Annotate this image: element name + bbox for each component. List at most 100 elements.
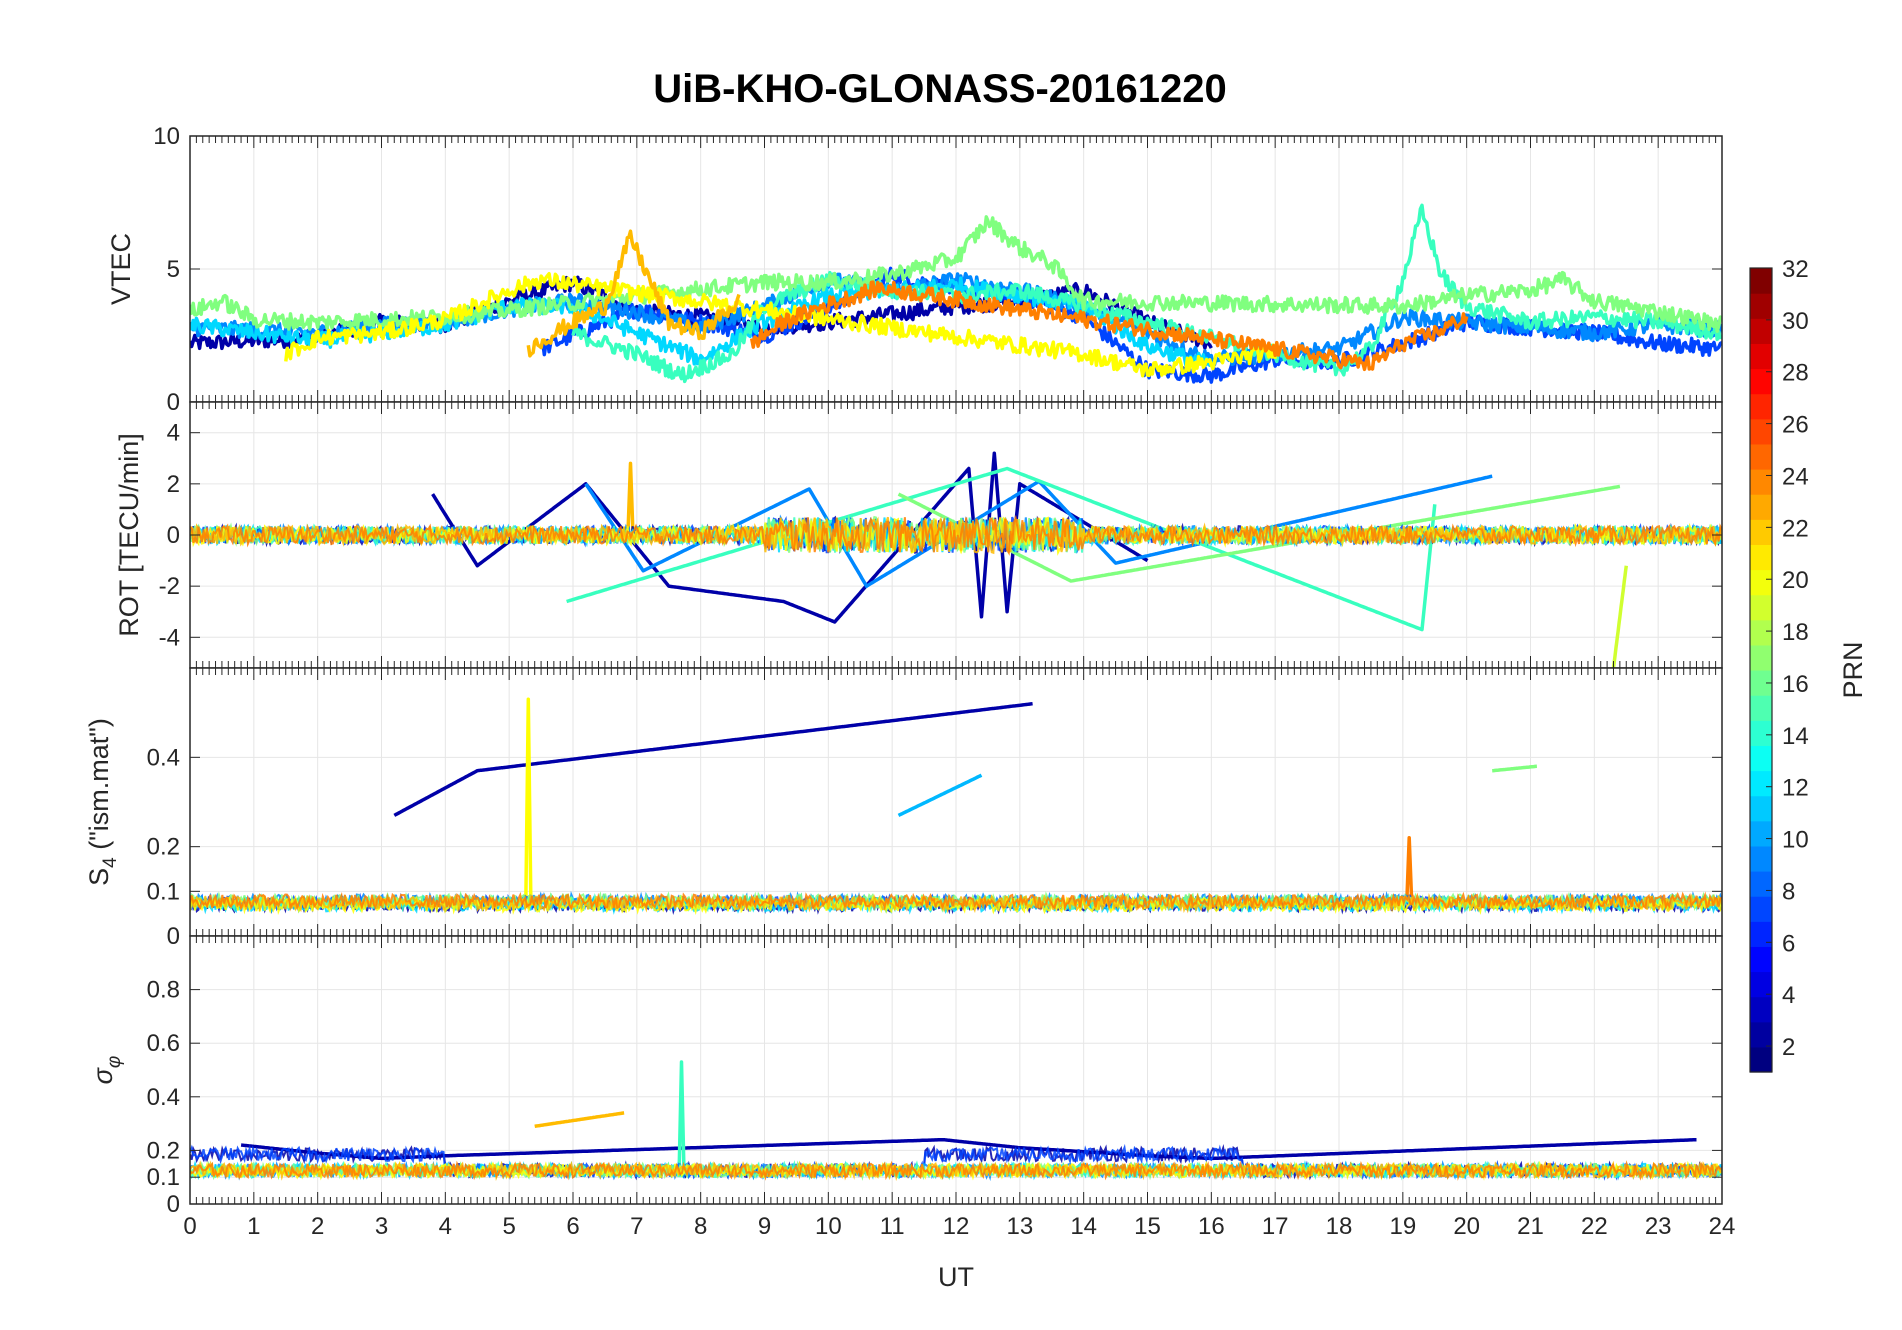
colorbar-segment	[1750, 443, 1772, 470]
x-tick-label: 3	[375, 1213, 388, 1240]
colorbar-segment	[1750, 544, 1772, 571]
x-tick-label: 9	[758, 1213, 771, 1240]
x-tick-label: 13	[1006, 1213, 1033, 1240]
colorbar-segment	[1750, 519, 1772, 545]
series-prn-24	[749, 280, 1469, 372]
colorbar-segment	[1750, 871, 1772, 897]
y-tick-label: 0	[167, 923, 180, 950]
colorbar-segment	[1750, 795, 1772, 822]
series-prn-2	[240, 1137, 1697, 1161]
series-prn-22	[626, 461, 635, 536]
y-tick-label: -4	[159, 624, 180, 651]
colorbar-segment	[1750, 1046, 1772, 1073]
x-tick-label: 18	[1326, 1213, 1353, 1240]
series-prn-10	[897, 773, 983, 817]
colorbar-tick-label: 22	[1782, 515, 1809, 542]
colorbar-segment	[1750, 996, 1772, 1023]
colorbar-segment	[1750, 946, 1772, 973]
colorbar-frame	[1749, 267, 1773, 1073]
series-prn-16	[897, 484, 1621, 583]
series-prn-20	[284, 271, 1277, 378]
y-tick-label: 0	[167, 389, 180, 416]
y-axis-label: ROT [TECU/min]	[114, 433, 144, 637]
x-tick-label: 24	[1709, 1213, 1736, 1240]
y-axis-label: VTEC	[106, 233, 136, 305]
y-tick-label: 0.1	[147, 1164, 180, 1191]
x-tick-label: 15	[1134, 1213, 1161, 1240]
colorbar-segment	[1750, 393, 1772, 420]
series-prn-22	[534, 1111, 625, 1129]
x-tick-label: 2	[311, 1213, 324, 1240]
panel-data	[190, 203, 1722, 384]
colorbar-segment	[1750, 268, 1772, 294]
colorbar-segment	[1750, 418, 1772, 445]
y-tick-label: -2	[159, 573, 180, 600]
colorbar-segment	[1750, 770, 1772, 797]
x-tick-label: 10	[815, 1213, 842, 1240]
colorbar-segment	[1750, 921, 1772, 947]
x-tick-label: 4	[439, 1213, 452, 1240]
colorbar-segment	[1750, 293, 1772, 319]
x-tick-label: 20	[1453, 1213, 1480, 1240]
x-tick-label: 11	[880, 1213, 905, 1240]
x-tick-label: 21	[1517, 1213, 1544, 1240]
x-tick-label: 0	[183, 1213, 196, 1240]
panel-3: 0 0.1 0.2 0.4 S4 ("ism.mat")	[84, 667, 1723, 950]
colorbar-segment	[1750, 845, 1772, 872]
colorbar-segment	[1750, 1021, 1772, 1048]
noise-trace	[190, 1160, 1722, 1181]
panel-data	[190, 697, 1722, 916]
colorbar-segment	[1750, 670, 1772, 696]
x-tick-label: 7	[630, 1213, 643, 1240]
chart-title: UiB-KHO-GLONASS-20161220	[653, 67, 1227, 111]
x-tick-label: 17	[1262, 1213, 1289, 1240]
colorbar-segment	[1750, 896, 1772, 922]
colorbar-segment	[1750, 469, 1772, 495]
series-prn-19	[1611, 565, 1629, 668]
colorbar-segment	[1750, 594, 1772, 621]
y-axis-label: σφ	[88, 1056, 125, 1085]
series-prn-22	[526, 229, 741, 358]
x-tick-label: 14	[1070, 1213, 1097, 1240]
colorbar-tick-label: 20	[1782, 567, 1809, 594]
colorbar-tick-label: 30	[1782, 308, 1809, 335]
colorbar-tick-label: 14	[1782, 723, 1809, 750]
y-tick-label: 0	[167, 522, 180, 549]
colorbar-tick-label: 18	[1782, 619, 1809, 646]
colorbar-label: PRN	[1838, 641, 1868, 698]
y-tick-label: 10	[153, 123, 180, 150]
panel-4: 00.10.2 0.4 0.6 0.8 σφ	[88, 935, 1723, 1218]
series-prn-16	[190, 215, 1722, 334]
series-prn-14	[571, 203, 1722, 384]
colorbar-segment	[1750, 745, 1772, 772]
y-tick-label: 0.8	[147, 977, 180, 1004]
series-prn-24	[1404, 835, 1414, 905]
colorbar-tick-label: 2	[1782, 1034, 1795, 1061]
colorbar-segment	[1750, 368, 1772, 395]
colorbar-tick-label: 28	[1782, 360, 1809, 387]
y-axis-label: S4 ("ism.mat")	[84, 718, 121, 886]
colorbar-segment	[1750, 569, 1772, 596]
colorbar-segment	[1750, 695, 1772, 721]
colorbar-tick-label: 32	[1782, 256, 1809, 283]
panel-data	[190, 1060, 1722, 1182]
colorbar-tick-label: 6	[1782, 930, 1795, 957]
x-axis-label: UT	[938, 1262, 974, 1292]
colorbar-tick-label: 10	[1782, 827, 1809, 854]
y-tick-label: 2	[167, 471, 180, 498]
series-prn-14	[677, 1060, 686, 1178]
x-tick-label: 12	[943, 1213, 970, 1240]
colorbar-segment	[1750, 971, 1772, 998]
y-tick-label: 4	[167, 420, 180, 447]
panel-1: 0 5 10 VTEC	[106, 123, 1723, 416]
colorbar-segment	[1750, 820, 1772, 847]
colorbar-tick-label: 16	[1782, 671, 1809, 698]
x-tick-label: 22	[1581, 1213, 1608, 1240]
y-tick-label: 0.4	[147, 1084, 180, 1111]
noise-trace	[190, 514, 1722, 556]
y-tick-label: 0.6	[147, 1030, 180, 1057]
colorbar-segment	[1750, 720, 1772, 746]
noise-trace	[190, 891, 1722, 912]
colorbar-segment	[1750, 644, 1772, 671]
